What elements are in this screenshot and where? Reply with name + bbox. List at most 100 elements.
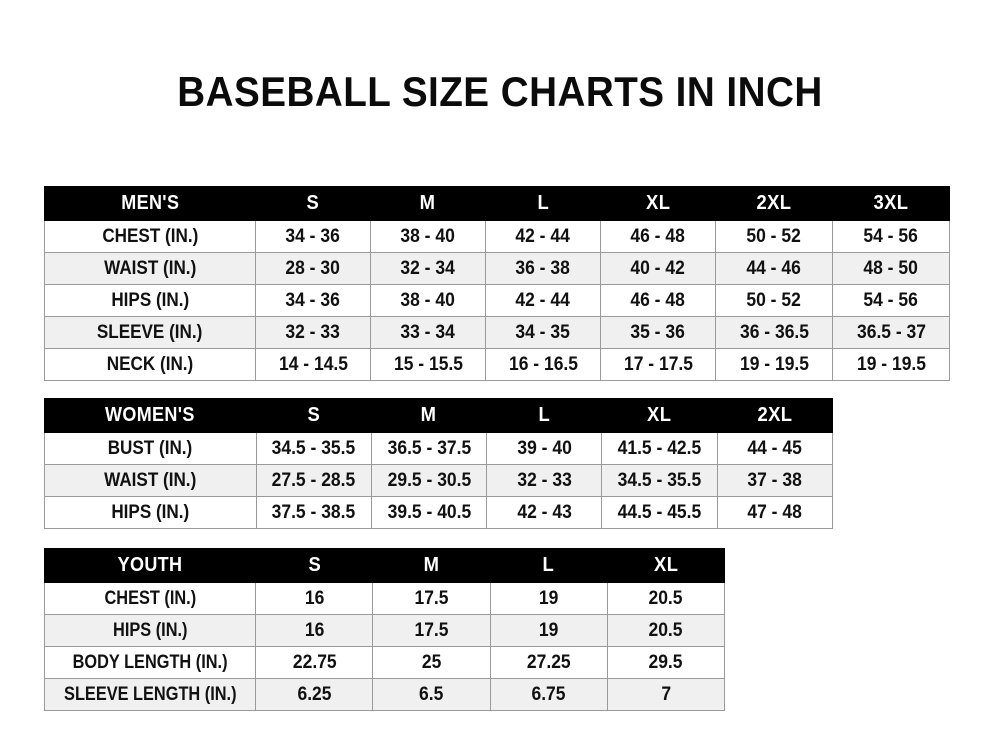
table-row: SLEEVE LENGTH (IN.) 6.25 6.5 6.75 7 — [43, 678, 726, 711]
column-header-xl: XL — [600, 186, 716, 221]
measurement-cell: 37.5 - 38.5 — [255, 496, 372, 529]
measurement-cell: 32 - 34 — [370, 252, 486, 285]
table-row: BUST (IN.) 34.5 - 35.5 36.5 - 37.5 39 - … — [44, 432, 834, 465]
measurement-cell: 29.5 — [606, 646, 726, 679]
measurement-cell: 19 - 19.5 — [832, 348, 950, 381]
row-label: BODY LENGTH (IN.) — [43, 646, 257, 679]
measurement-cell: 39.5 - 40.5 — [370, 496, 488, 529]
table-header-row: YOUTH S M L XL — [43, 548, 726, 583]
table-row: WAIST (IN.) 28 - 30 32 - 34 36 - 38 40 -… — [44, 252, 950, 285]
measurement-cell: 36 - 38 — [485, 252, 601, 285]
measurement-cell: 44.5 - 45.5 — [601, 496, 718, 529]
measurement-cell: 41.5 - 42.5 — [601, 432, 718, 465]
header-label: XL — [645, 192, 671, 214]
page-title: BASEBALL SIZE CHARTS IN INCH — [177, 68, 823, 115]
measurement-cell: 36 - 36.5 — [715, 316, 833, 349]
measurement-cell: 22.75 — [255, 646, 374, 679]
measurement-cell: 34 - 36 — [255, 284, 371, 317]
row-label: CHEST (IN.) — [44, 220, 256, 253]
measurement-cell: 7 — [606, 678, 726, 711]
column-header-l: L — [485, 186, 601, 221]
column-header-m: M — [370, 398, 488, 433]
measurement-cell: 6.5 — [372, 678, 491, 711]
measurement-cell: 34.5 - 35.5 — [255, 432, 372, 465]
header-label: XL — [653, 554, 679, 576]
measurement-cell: 27.5 - 28.5 — [255, 464, 372, 497]
column-header-m: M — [370, 186, 486, 221]
header-label: WOMEN'S — [105, 404, 196, 426]
table-row: CHEST (IN.) 16 17.5 19 20.5 — [43, 582, 726, 615]
header-label: M — [420, 192, 436, 214]
measurement-cell: 48 - 50 — [832, 252, 950, 285]
row-label: NECK (IN.) — [44, 348, 256, 381]
measurement-cell: 34 - 35 — [485, 316, 601, 349]
header-label: M — [423, 554, 440, 576]
column-header-s: S — [255, 548, 374, 583]
column-header-l: L — [489, 548, 608, 583]
measurement-cell: 17.5 — [372, 614, 491, 647]
measurement-cell: 42 - 43 — [486, 496, 603, 529]
measurement-cell: 6.75 — [489, 678, 608, 711]
header-label: 3XL — [873, 192, 909, 214]
measurement-cell: 42 - 44 — [485, 220, 601, 253]
measurement-cell: 46 - 48 — [600, 220, 716, 253]
measurement-cell: 46 - 48 — [600, 284, 716, 317]
measurement-cell: 16 - 16.5 — [485, 348, 601, 381]
measurement-cell: 34.5 - 35.5 — [601, 464, 718, 497]
column-header-xl: XL — [601, 398, 718, 433]
measurement-cell: 40 - 42 — [600, 252, 716, 285]
measurement-cell: 35 - 36 — [600, 316, 716, 349]
measurement-cell: 38 - 40 — [370, 284, 486, 317]
measurement-cell: 29.5 - 30.5 — [370, 464, 488, 497]
column-header-category: YOUTH — [43, 548, 257, 583]
table-row: HIPS (IN.) 34 - 36 38 - 40 42 - 44 46 - … — [44, 284, 950, 317]
mens-size-table: MEN'S S M L XL 2XL 3XL CHEST (IN.) 34 - … — [44, 186, 950, 381]
header-label: S — [306, 192, 320, 214]
measurement-cell: 16 — [255, 614, 374, 647]
row-label: HIPS (IN.) — [44, 496, 257, 529]
measurement-cell: 20.5 — [606, 582, 726, 615]
header-label: L — [537, 192, 549, 214]
measurement-cell: 32 - 33 — [486, 464, 603, 497]
measurement-cell: 20.5 — [606, 614, 726, 647]
column-header-2xl: 2XL — [715, 186, 833, 221]
header-label: S — [308, 554, 321, 576]
header-label: L — [538, 404, 551, 426]
header-label: YOUTH — [117, 554, 183, 576]
row-label: HIPS (IN.) — [44, 284, 256, 317]
table-header-row: WOMEN'S S M L XL 2XL — [44, 398, 834, 433]
column-header-2xl: 2XL — [716, 398, 834, 433]
womens-size-table: WOMEN'S S M L XL 2XL BUST (IN.) 34.5 - 3… — [44, 398, 834, 529]
column-header-category: WOMEN'S — [44, 398, 257, 433]
measurement-cell: 32 - 33 — [255, 316, 371, 349]
measurement-cell: 6.25 — [255, 678, 374, 711]
measurement-cell: 54 - 56 — [832, 284, 950, 317]
measurement-cell: 47 - 48 — [716, 496, 834, 529]
header-label: 2XL — [756, 192, 792, 214]
measurement-cell: 34 - 36 — [255, 220, 371, 253]
header-label: MEN'S — [120, 192, 180, 214]
row-label: CHEST (IN.) — [43, 582, 257, 615]
table-row: NECK (IN.) 14 - 14.5 15 - 15.5 16 - 16.5… — [44, 348, 950, 381]
measurement-cell: 19 — [489, 614, 608, 647]
measurement-cell: 27.25 — [489, 646, 608, 679]
header-label: M — [421, 404, 437, 426]
measurement-cell: 36.5 - 37 — [832, 316, 950, 349]
measurement-cell: 17 - 17.5 — [600, 348, 716, 381]
table-row: WAIST (IN.) 27.5 - 28.5 29.5 - 30.5 32 -… — [44, 464, 834, 497]
measurement-cell: 36.5 - 37.5 — [370, 432, 488, 465]
table-row: BODY LENGTH (IN.) 22.75 25 27.25 29.5 — [43, 646, 726, 679]
measurement-cell: 15 - 15.5 — [370, 348, 486, 381]
row-label: HIPS (IN.) — [43, 614, 257, 647]
measurement-cell: 14 - 14.5 — [255, 348, 371, 381]
row-label: WAIST (IN.) — [44, 464, 257, 497]
header-label: L — [542, 554, 555, 576]
measurement-cell: 38 - 40 — [370, 220, 486, 253]
measurement-cell: 44 - 45 — [716, 432, 834, 465]
row-label: BUST (IN.) — [44, 432, 257, 465]
table-row: SLEEVE (IN.) 32 - 33 33 - 34 34 - 35 35 … — [44, 316, 950, 349]
header-label: S — [307, 404, 320, 426]
column-header-m: M — [372, 548, 491, 583]
column-header-l: L — [486, 398, 603, 433]
